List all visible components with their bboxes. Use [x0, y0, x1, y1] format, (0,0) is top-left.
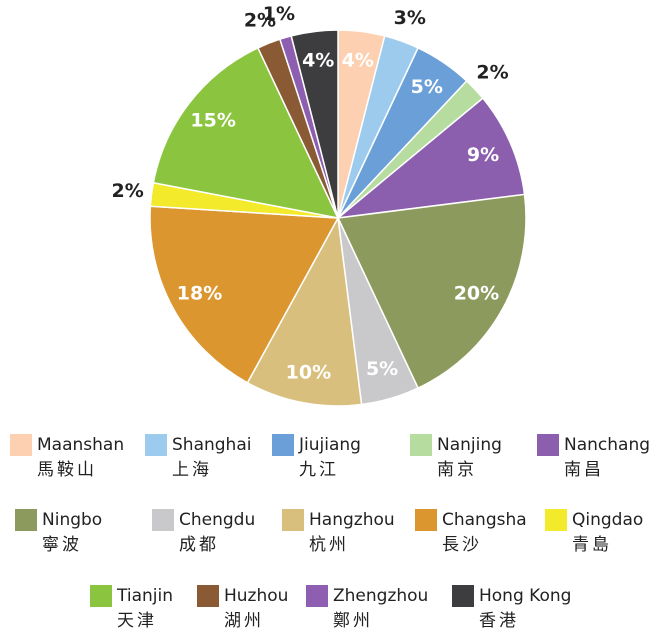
- legend-swatch: [272, 434, 294, 456]
- legend-label-chinese: 九江: [299, 460, 339, 480]
- legend-label-chinese: 上海: [172, 460, 212, 480]
- slice-label: 2%: [244, 9, 276, 31]
- legend-swatch: [415, 509, 437, 531]
- legend-label-chinese: 香港: [479, 611, 519, 631]
- slice-label: 4%: [302, 50, 334, 72]
- slice-label: 1%: [263, 3, 295, 25]
- pie-slice: [290, 29, 339, 219]
- legend-label-chinese: 鄭州: [333, 611, 373, 631]
- legend-swatch: [197, 585, 219, 607]
- legend-label: Hangzhou: [309, 510, 395, 530]
- slice-label: 2%: [476, 61, 508, 83]
- legend-swatch: [452, 585, 474, 607]
- legend-swatch: [282, 509, 304, 531]
- slice-label: 15%: [190, 110, 235, 132]
- legend-swatch: [152, 509, 174, 531]
- legend-label: Nanjing: [437, 435, 502, 455]
- legend-label-chinese: 馬鞍山: [37, 460, 97, 480]
- legend-label-chinese: 湖州: [224, 611, 264, 631]
- pie-slice: [149, 205, 340, 384]
- legend-label: Ningbo: [42, 510, 102, 530]
- legend-label: Tianjin: [116, 586, 173, 606]
- pie-slice: [246, 215, 363, 407]
- slice-label: 20%: [454, 283, 499, 305]
- slice-label: 9%: [467, 144, 499, 166]
- pie-slice: [152, 46, 340, 220]
- legend-swatch: [90, 585, 112, 607]
- legend-label: Chengdu: [179, 510, 255, 530]
- legend-swatch: [145, 434, 167, 456]
- legend-label: Nanchang: [564, 435, 650, 455]
- pie-slice: [336, 193, 527, 390]
- legend-label-chinese: 寧波: [42, 535, 82, 555]
- slice-label: 10%: [286, 362, 331, 384]
- legend-label-chinese: 青島: [572, 535, 612, 555]
- slice-label: 18%: [177, 283, 222, 305]
- legend-label: Changsha: [442, 510, 527, 530]
- legend-label: Qingdao: [572, 510, 643, 530]
- legend-label-chinese: 南昌: [564, 460, 604, 480]
- legend-label-chinese: 南京: [437, 460, 477, 480]
- legend-label: Huzhou: [224, 586, 288, 606]
- legend-label-chinese: 長沙: [442, 535, 482, 555]
- slice-label: 5%: [411, 76, 443, 98]
- legend-label: Shanghai: [172, 435, 251, 455]
- legend-swatch: [15, 509, 37, 531]
- legend-swatch: [410, 434, 432, 456]
- legend-swatch: [537, 434, 559, 456]
- legend-swatch: [10, 434, 32, 456]
- legend-swatch: [306, 585, 328, 607]
- legend-label: Zhengzhou: [333, 586, 428, 606]
- slice-label: 5%: [366, 358, 398, 380]
- legend-swatch: [545, 509, 567, 531]
- slice-label: 2%: [112, 180, 144, 202]
- legend-label-chinese: 天津: [117, 611, 157, 631]
- legend-label: Maanshan: [37, 435, 124, 455]
- legend-label: Jiujiang: [298, 435, 361, 455]
- legend-label: Hong Kong: [479, 586, 571, 606]
- slice-label: 3%: [394, 7, 426, 29]
- legend-label-chinese: 成都: [179, 535, 219, 555]
- slice-label: 4%: [342, 50, 374, 72]
- pie-slice: [335, 97, 526, 220]
- legend-label-chinese: 杭州: [309, 535, 349, 555]
